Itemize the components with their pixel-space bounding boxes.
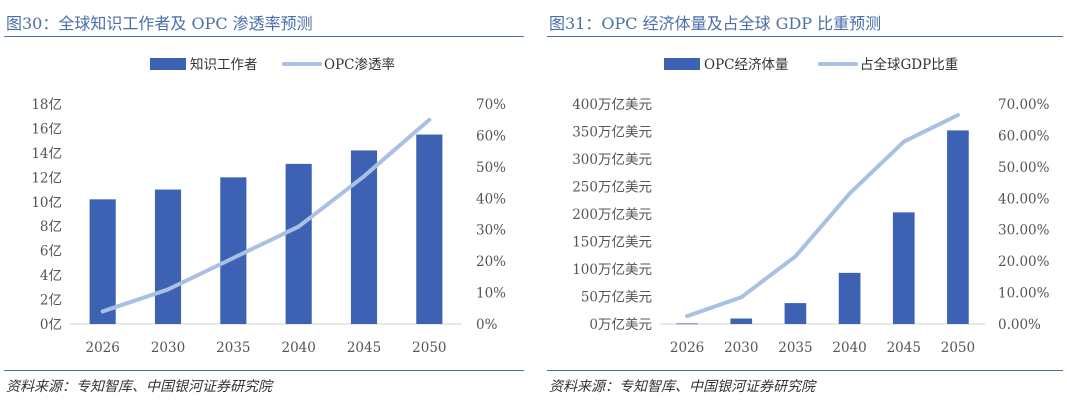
x-tick-label: 2035 bbox=[778, 340, 812, 356]
y-left-tick-label: 14亿 bbox=[31, 146, 62, 162]
source-divider-right bbox=[547, 370, 1063, 371]
y-left-tick-label: 150万亿美元 bbox=[572, 235, 652, 251]
bar-2050 bbox=[947, 130, 969, 324]
x-tick-label: 2045 bbox=[347, 340, 381, 356]
bar-2040 bbox=[285, 163, 312, 324]
bar-2026 bbox=[89, 199, 116, 324]
legend-line-label: OPC渗透率 bbox=[324, 56, 395, 73]
y-left-tick-label: 100万亿美元 bbox=[572, 262, 652, 278]
legend-bar-swatch bbox=[150, 58, 186, 70]
x-tick-label: 2026 bbox=[670, 340, 704, 356]
y-right-tick-label: 30.00% bbox=[998, 223, 1050, 239]
y-right-tick-label: 60% bbox=[476, 128, 506, 144]
x-tick-label: 2040 bbox=[832, 340, 866, 356]
chart-title-left: 图30：全球知识工作者及 OPC 渗透率预测 bbox=[6, 14, 313, 33]
legend-bar-label: 知识工作者 bbox=[190, 56, 258, 73]
chart-left: 0亿 2亿 4亿 6亿 8亿 10亿 12亿 14亿 16亿 18亿 0% 10% 20% 30% 40% 5… bbox=[31, 56, 506, 356]
y-right-tick-label: 10.00% bbox=[998, 286, 1050, 302]
y-left-tick-label: 250万亿美元 bbox=[572, 180, 652, 196]
bar-2045 bbox=[892, 212, 915, 324]
y-right-tick-label: 0% bbox=[476, 317, 498, 333]
y-right-tick-label: 20.00% bbox=[998, 254, 1050, 270]
x-tick-label: 2026 bbox=[85, 340, 119, 356]
y-right-tick-label: 50% bbox=[476, 160, 506, 176]
x-tick-label: 2030 bbox=[151, 340, 185, 356]
y-left-tick-label: 18亿 bbox=[31, 97, 62, 113]
y-right-tick-label: 10% bbox=[476, 286, 506, 302]
y-left-tick-label: 8亿 bbox=[40, 219, 62, 235]
legend-line-label: 占全球GDP比重 bbox=[860, 56, 958, 73]
bar-2035 bbox=[784, 303, 807, 324]
chart-right: 0万亿美元 50万亿美元 100万亿美元 150万亿美元 200万亿美元 250万亿美元 3… bbox=[572, 56, 1050, 356]
chart-title-right: 图31：OPC 经济体量及占全球 GDP 比重预测 bbox=[549, 14, 882, 33]
x-tick-label: 2050 bbox=[941, 340, 975, 356]
bar-2026 bbox=[676, 323, 698, 325]
title-divider-right bbox=[547, 36, 1063, 37]
y-left-tick-label: 6亿 bbox=[40, 244, 62, 260]
bar-2035 bbox=[220, 177, 247, 324]
y-right-tick-label: 20% bbox=[476, 254, 506, 270]
y-right-tick-label: 0.00% bbox=[998, 317, 1041, 333]
x-tick-label: 2040 bbox=[281, 340, 315, 356]
source-note-right: 资料来源：专知智库、中国银河证券研究院 bbox=[549, 379, 815, 395]
y-left-tick-label: 10亿 bbox=[31, 195, 62, 211]
y-left-tick-label: 200万亿美元 bbox=[572, 207, 652, 223]
source-divider-left bbox=[4, 370, 524, 371]
y-right-tick-label: 40% bbox=[476, 191, 506, 207]
y-left-tick-label: 4亿 bbox=[40, 268, 62, 284]
legend-bar-swatch bbox=[664, 58, 700, 70]
y-left-tick-label: 12亿 bbox=[31, 170, 62, 186]
y-right-tick-label: 50.00% bbox=[998, 160, 1050, 176]
chart-panel-right: 图31：OPC 经济体量及占全球 GDP 比重预测 0万亿美元 50万亿美元 100… bbox=[543, 0, 1067, 407]
y-left-tick-label: 0亿 bbox=[40, 317, 62, 333]
y-right-tick-label: 30% bbox=[476, 223, 506, 239]
bar-2040 bbox=[838, 272, 861, 324]
y-left-tick-label: 350万亿美元 bbox=[572, 125, 652, 141]
y-left-tick-label: 50万亿美元 bbox=[581, 290, 652, 306]
x-tick-label: 2030 bbox=[724, 340, 758, 356]
y-left-tick-label: 400万亿美元 bbox=[572, 97, 652, 113]
bar-2030 bbox=[730, 318, 753, 324]
y-right-tick-label: 40.00% bbox=[998, 191, 1050, 207]
bar-2030 bbox=[154, 189, 182, 324]
y-right-tick-label: 70% bbox=[476, 97, 506, 113]
series-line bbox=[100, 117, 432, 314]
y-left-tick-label: 0万亿美元 bbox=[589, 317, 652, 333]
legend-bar-label: OPC经济体量 bbox=[704, 57, 788, 73]
x-tick-label: 2050 bbox=[412, 340, 446, 356]
y-right-tick-label: 60.00% bbox=[998, 128, 1050, 144]
y-left-tick-label: 16亿 bbox=[31, 121, 62, 137]
source-note-left: 资料来源：专知智库、中国银河证券研究院 bbox=[6, 379, 272, 395]
y-left-tick-label: 2亿 bbox=[40, 293, 62, 309]
x-tick-label: 2045 bbox=[887, 340, 921, 356]
x-tick-label: 2035 bbox=[216, 340, 250, 356]
title-divider-left bbox=[4, 36, 524, 37]
series-line bbox=[685, 113, 960, 319]
y-right-tick-label: 70.00% bbox=[998, 97, 1050, 113]
bar-2050 bbox=[416, 134, 443, 324]
y-left-tick-label: 300万亿美元 bbox=[572, 152, 652, 168]
chart-panel-left: 图30：全球知识工作者及 OPC 渗透率预测 0亿 2亿 4亿 6亿 8亿 10亿 12亿 1… bbox=[0, 0, 528, 407]
bar-2045 bbox=[350, 150, 378, 324]
